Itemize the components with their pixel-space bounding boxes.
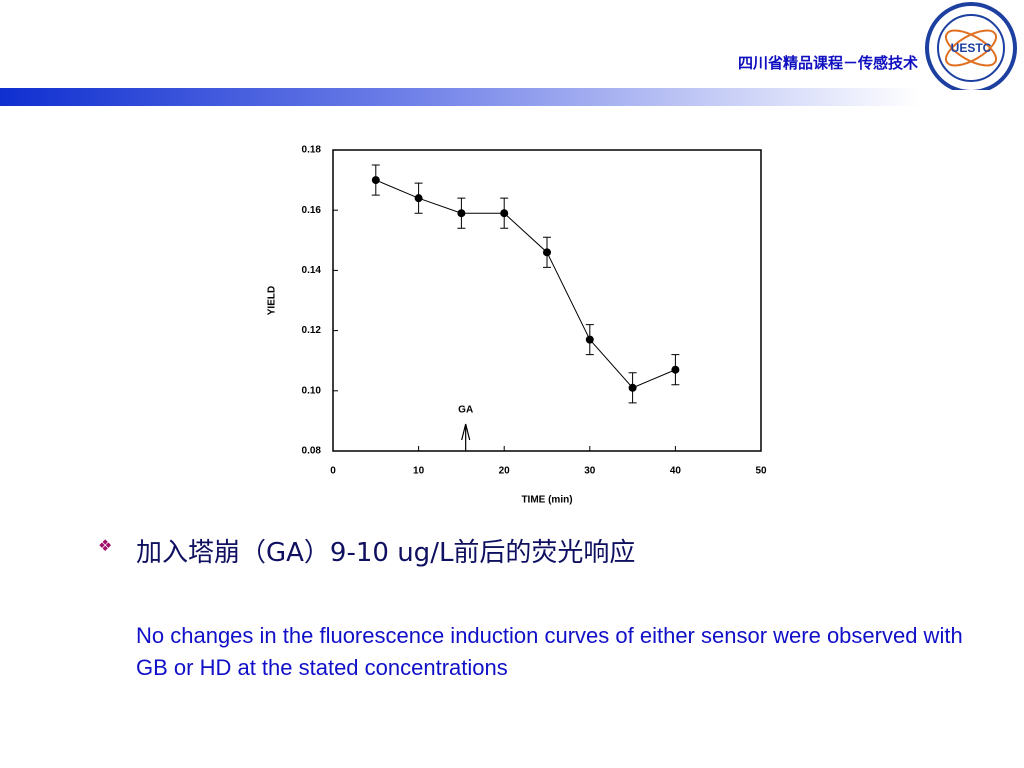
data-point	[543, 248, 551, 257]
x-tick-label: 20	[499, 466, 511, 477]
bullet-heading: 加入塔崩（GA）9-10 ug/L前后的荧光响应	[136, 538, 636, 568]
y-tick-label: 0.16	[302, 205, 322, 216]
x-tick-label: 10	[413, 466, 425, 477]
data-point	[628, 383, 637, 392]
plot-frame	[332, 149, 762, 452]
x-tick-label: 40	[670, 466, 682, 477]
y-tick-label: 0.18	[302, 145, 322, 156]
y-tick-label: 0.12	[302, 325, 322, 336]
x-axis-label: TIME (min)	[521, 495, 572, 506]
bullet-icon: ❖	[98, 538, 113, 555]
data-point	[457, 209, 466, 218]
y-axis-label: YIELD	[267, 286, 278, 315]
chart: 0.08 0.10 0.12 0.14 0.16 0.18 0 10 20 30 40 50 TIME …	[267, 145, 767, 506]
y-tick-label: 0.10	[302, 385, 322, 396]
data-point	[414, 194, 423, 203]
data-point	[371, 176, 380, 185]
data-line	[375, 179, 676, 389]
data-point	[671, 365, 680, 374]
data-point	[585, 335, 594, 344]
x-tick-label: 50	[755, 466, 767, 477]
logo-text: UESTC	[951, 41, 992, 55]
bullet-body: No changes in the fluorescence induction…	[136, 623, 963, 680]
annotation: GA	[458, 405, 473, 416]
y-tick-label: 0.08	[302, 446, 322, 457]
x-tick-label: 30	[584, 466, 596, 477]
y-tick-label: 0.14	[302, 265, 322, 276]
header-title: 四川省精品课程－传感技术	[737, 55, 918, 72]
logo: UESTC	[925, 2, 1017, 90]
x-tick-label: 0	[330, 466, 336, 477]
header-bar	[0, 88, 1024, 106]
annotation-arrow	[461, 423, 471, 451]
data-point	[500, 209, 509, 218]
